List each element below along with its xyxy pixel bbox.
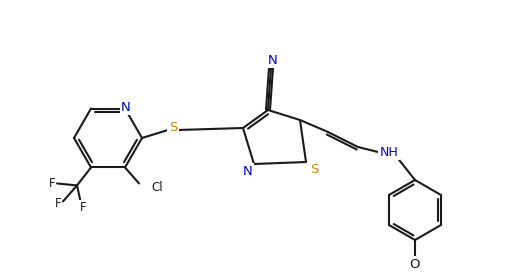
Text: N: N bbox=[268, 53, 278, 66]
Text: F: F bbox=[49, 177, 55, 190]
Text: F: F bbox=[80, 201, 86, 214]
Text: Cl: Cl bbox=[151, 181, 163, 194]
Text: S: S bbox=[169, 120, 177, 133]
Text: S: S bbox=[310, 163, 318, 175]
Text: NH: NH bbox=[379, 145, 399, 158]
Text: N: N bbox=[121, 101, 131, 114]
Text: F: F bbox=[55, 197, 62, 210]
Text: O: O bbox=[410, 257, 420, 270]
Text: N: N bbox=[243, 165, 253, 177]
